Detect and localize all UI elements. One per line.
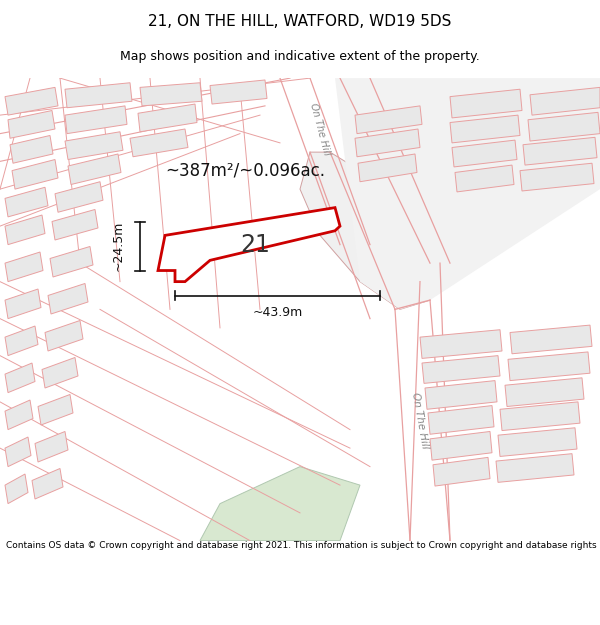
Polygon shape xyxy=(520,163,594,191)
Polygon shape xyxy=(300,152,440,309)
Polygon shape xyxy=(496,454,574,482)
Polygon shape xyxy=(455,165,514,192)
Polygon shape xyxy=(12,159,58,189)
Polygon shape xyxy=(508,352,590,381)
Polygon shape xyxy=(450,115,520,143)
Text: 21: 21 xyxy=(240,232,270,257)
Polygon shape xyxy=(430,431,492,460)
Polygon shape xyxy=(355,129,420,157)
Polygon shape xyxy=(38,394,73,425)
Text: On The Hill: On The Hill xyxy=(410,391,430,449)
Polygon shape xyxy=(65,132,123,159)
Polygon shape xyxy=(65,82,132,107)
Polygon shape xyxy=(5,289,41,319)
Polygon shape xyxy=(32,469,63,499)
Polygon shape xyxy=(210,80,267,104)
Polygon shape xyxy=(5,188,48,217)
Text: 21, ON THE HILL, WATFORD, WD19 5DS: 21, ON THE HILL, WATFORD, WD19 5DS xyxy=(148,14,452,29)
Polygon shape xyxy=(5,88,58,115)
Text: ~43.9m: ~43.9m xyxy=(253,306,302,319)
Text: On The Hill: On The Hill xyxy=(308,102,332,156)
Polygon shape xyxy=(5,363,35,392)
Polygon shape xyxy=(335,78,600,309)
Text: ~24.5m: ~24.5m xyxy=(112,221,125,271)
Polygon shape xyxy=(5,252,43,282)
Polygon shape xyxy=(48,284,88,314)
Polygon shape xyxy=(138,104,197,132)
Polygon shape xyxy=(510,325,592,354)
Text: Contains OS data © Crown copyright and database right 2021. This information is : Contains OS data © Crown copyright and d… xyxy=(6,541,600,549)
Polygon shape xyxy=(5,474,28,504)
Polygon shape xyxy=(10,136,53,163)
Polygon shape xyxy=(428,406,494,434)
Polygon shape xyxy=(68,154,121,184)
Polygon shape xyxy=(42,357,78,388)
Polygon shape xyxy=(55,182,103,213)
Polygon shape xyxy=(50,246,93,277)
Polygon shape xyxy=(433,458,490,486)
Polygon shape xyxy=(130,129,188,157)
Polygon shape xyxy=(35,431,68,462)
Polygon shape xyxy=(425,381,497,409)
Polygon shape xyxy=(158,208,340,282)
Polygon shape xyxy=(5,326,38,356)
Polygon shape xyxy=(498,428,577,456)
Text: Map shows position and indicative extent of the property.: Map shows position and indicative extent… xyxy=(120,50,480,62)
Polygon shape xyxy=(8,111,55,138)
Polygon shape xyxy=(65,106,127,134)
Polygon shape xyxy=(500,402,580,431)
Polygon shape xyxy=(45,321,83,351)
Polygon shape xyxy=(52,209,98,240)
Polygon shape xyxy=(530,88,600,115)
Polygon shape xyxy=(523,138,597,165)
Polygon shape xyxy=(5,400,33,429)
Polygon shape xyxy=(422,356,500,383)
Polygon shape xyxy=(355,106,422,134)
Polygon shape xyxy=(200,467,360,541)
Polygon shape xyxy=(5,437,31,467)
Polygon shape xyxy=(5,215,45,244)
Polygon shape xyxy=(450,89,522,118)
Polygon shape xyxy=(452,140,517,167)
Polygon shape xyxy=(140,82,202,106)
Polygon shape xyxy=(505,378,584,406)
Polygon shape xyxy=(528,112,600,141)
Polygon shape xyxy=(420,330,502,358)
Polygon shape xyxy=(358,154,417,182)
Text: ~387m²/~0.096ac.: ~387m²/~0.096ac. xyxy=(165,162,325,179)
